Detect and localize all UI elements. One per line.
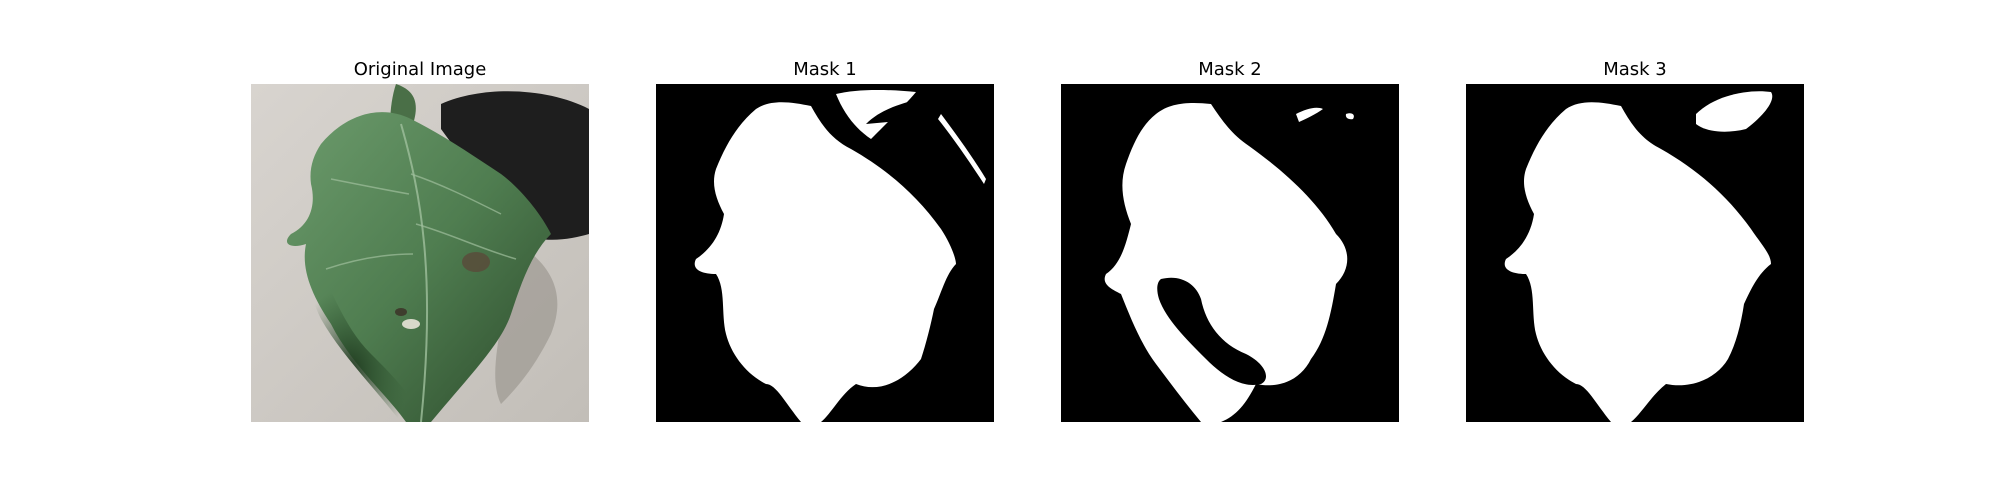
mask-1-image (656, 84, 994, 422)
panel-original-image: Original Image (251, 58, 589, 424)
panel-title: Mask 2 (1198, 59, 1262, 80)
panel-mask-3: Mask 3 (1466, 58, 1804, 424)
panel-mask-2: Mask 2 (1061, 58, 1399, 424)
panel-mask-1: Mask 1 (656, 58, 994, 424)
panel-title: Mask 1 (793, 59, 857, 80)
mask-2-image (1061, 84, 1399, 422)
panel-title: Mask 3 (1603, 59, 1667, 80)
panel-title: Original Image (353, 59, 487, 80)
leaf-photo (251, 84, 589, 422)
mask-3-image (1466, 84, 1804, 422)
